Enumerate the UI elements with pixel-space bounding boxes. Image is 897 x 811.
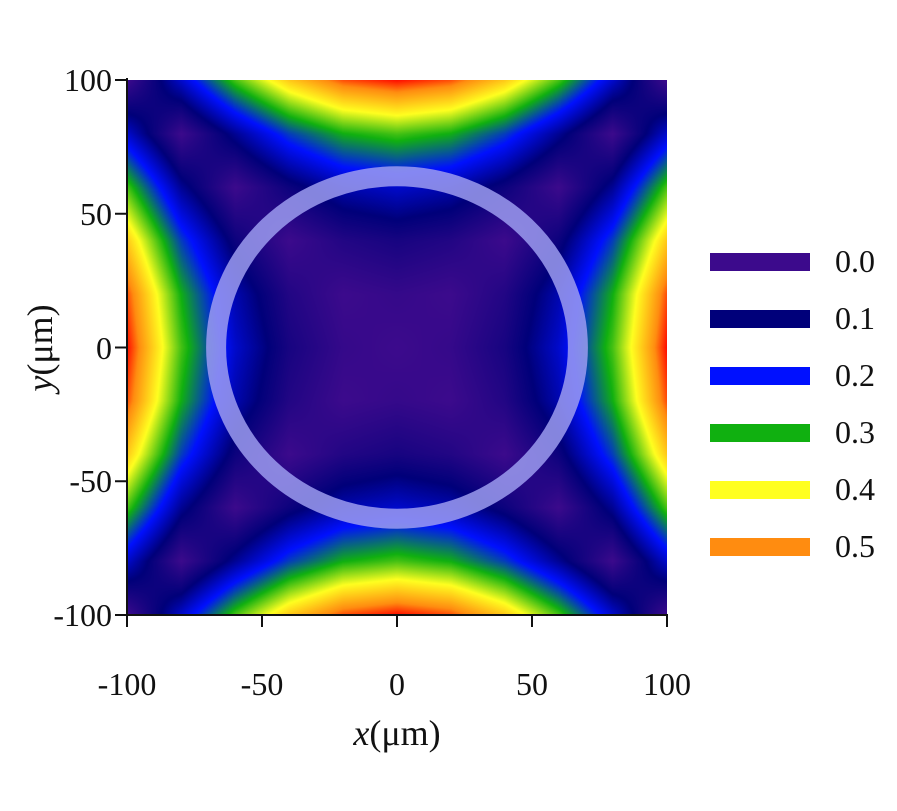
x-tick-label: -100 bbox=[97, 666, 157, 702]
y-axis-unit: (μm) bbox=[20, 304, 60, 376]
y-tick-label: 0 bbox=[96, 329, 112, 366]
legend-swatch bbox=[710, 310, 810, 328]
legend-label: 0.1 bbox=[835, 300, 875, 336]
x-tick-label: 100 bbox=[643, 666, 691, 702]
y-tick-label: 100 bbox=[64, 62, 112, 98]
legend-swatch bbox=[710, 253, 810, 271]
legend-label: 0.4 bbox=[835, 471, 875, 507]
legend-swatch bbox=[710, 481, 810, 499]
x-axis-unit: (μm) bbox=[369, 713, 441, 753]
legend-label: 0.3 bbox=[835, 414, 875, 450]
circle-annotation bbox=[206, 166, 588, 529]
y-tick-label: -100 bbox=[53, 597, 112, 633]
legend-label: 0.0 bbox=[835, 243, 875, 279]
legend-swatch bbox=[710, 538, 810, 556]
legend-swatch bbox=[710, 367, 810, 385]
y-axis-title: y(μm) bbox=[19, 304, 61, 391]
legend-swatch bbox=[710, 424, 810, 442]
legend-label: 0.5 bbox=[835, 528, 875, 564]
legend-label: 0.2 bbox=[835, 357, 875, 393]
x-axis-var: x bbox=[353, 713, 370, 753]
x-tick-label: 50 bbox=[516, 666, 548, 702]
y-axis-var: y bbox=[20, 375, 60, 392]
x-tick-label: 0 bbox=[389, 666, 405, 702]
x-axis-title: x(μm) bbox=[353, 712, 440, 754]
x-tick-label: -50 bbox=[240, 666, 284, 702]
y-tick-label: -50 bbox=[69, 463, 112, 500]
y-tick-label: 50 bbox=[80, 195, 112, 232]
